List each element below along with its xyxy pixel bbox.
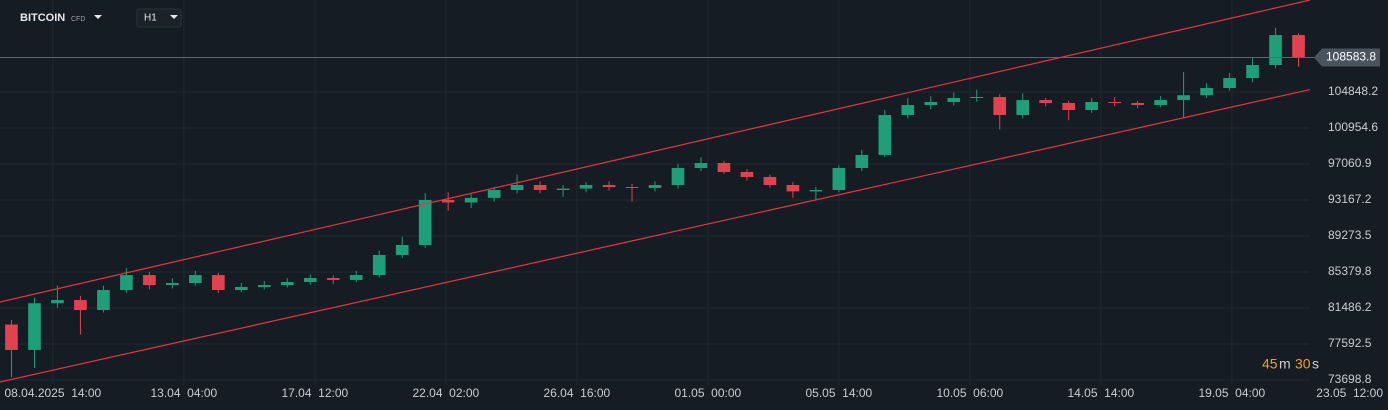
x-tick-label: 08.04.2025 14:00 [4, 386, 101, 400]
candle-body [763, 176, 777, 186]
candle-body [1200, 88, 1213, 96]
candle-body [901, 105, 915, 116]
candle-body [189, 275, 202, 284]
x-tick-label: 17.04 12:00 [281, 386, 348, 400]
candle-body [579, 185, 593, 189]
timeframe[interactable]: H1 [144, 13, 157, 24]
candle-body [625, 187, 639, 189]
candle-body [533, 185, 547, 190]
symbol-tag: CFD [71, 16, 85, 23]
countdown-seconds: 30 [1295, 356, 1311, 372]
candle-body [395, 245, 409, 255]
candle-body [1246, 64, 1259, 79]
x-tick-label: 14.05 14:00 [1067, 386, 1134, 400]
candle-body [441, 199, 455, 203]
x-tick-label: 19.05 04:00 [1198, 386, 1265, 400]
symbol[interactable]: BITCOIN [20, 12, 65, 24]
dropdown-arrow[interactable] [94, 15, 102, 19]
x-tick-label: 23.05 12:00 [1316, 386, 1383, 400]
y-tick-label: 81486.2 [1328, 300, 1372, 314]
countdown-minutes: 45 [1262, 356, 1278, 372]
candle-body [372, 254, 386, 276]
candle-body [1292, 35, 1305, 58]
last-price-label: 108583.8 [1326, 50, 1376, 64]
candle-body [487, 189, 501, 198]
candle-body [120, 275, 133, 291]
candle-body [855, 154, 869, 168]
x-tick-label: 01.05 00:00 [674, 386, 741, 400]
candle-body [5, 324, 18, 350]
candle-body [510, 185, 524, 190]
candle-body [1108, 101, 1121, 103]
candle-body [326, 278, 340, 280]
candle-body [671, 167, 685, 186]
countdown-unit: s [1312, 356, 1319, 372]
candle-body [1016, 100, 1030, 116]
y-tick-label: 77592.5 [1328, 336, 1372, 350]
symbol-selector[interactable]: BITCOIN CFD [20, 12, 102, 24]
x-tick-label: 26.04 16:00 [543, 386, 610, 400]
x-tick-label: 22.04 02:00 [412, 386, 479, 400]
candle-body [717, 162, 731, 172]
plot [0, 0, 1318, 383]
candle-body [786, 185, 800, 192]
candle-body [1223, 78, 1236, 89]
y-tick-label: 104848.2 [1328, 84, 1378, 98]
candle-body [993, 96, 1007, 116]
candle-body [1039, 100, 1053, 103]
y-tick-label: 93167.2 [1328, 192, 1372, 206]
candle-body [1269, 35, 1282, 65]
candle-body [1131, 102, 1144, 106]
candle-body [947, 98, 961, 102]
y-tick-label: 89273.5 [1328, 228, 1372, 242]
candle-body [556, 188, 570, 190]
x-tick-label: 13.04 04:00 [150, 386, 217, 400]
y-tick-label: 73698.8 [1328, 372, 1372, 386]
candle-body [212, 275, 225, 291]
candle-body [878, 115, 892, 155]
candle-body [74, 300, 87, 311]
candle-body [924, 101, 938, 106]
last-price-tag [1314, 48, 1380, 67]
x-tick-label: 10.05 06:00 [936, 386, 1003, 400]
candle-body [97, 290, 110, 311]
channel-line [0, 89, 1311, 383]
y-tick-label: 85379.8 [1328, 264, 1372, 278]
candle-body [1085, 101, 1098, 111]
timeframe-box[interactable] [136, 8, 182, 28]
candle-body [740, 171, 754, 177]
candle-body [1177, 95, 1190, 101]
candle-body [418, 199, 432, 246]
y-tick-label: 100954.6 [1328, 120, 1378, 134]
candle-body [648, 185, 662, 188]
candle-body [303, 278, 317, 282]
candle-body [51, 300, 64, 304]
countdown-unit: m [1279, 356, 1291, 372]
candle-body [234, 286, 248, 291]
x-tick-label: 05.05 14:00 [805, 386, 872, 400]
candle-body [280, 281, 294, 286]
candle-body [143, 275, 156, 286]
countdown: 45 m 30 s [1262, 356, 1319, 372]
candle-body [257, 285, 271, 287]
candle-body [349, 275, 363, 280]
candle-body [1062, 102, 1076, 111]
y-tick-label: 97060.9 [1328, 156, 1372, 170]
candle-body [694, 162, 708, 168]
candle-body [166, 283, 179, 286]
candle-body [970, 96, 984, 99]
candle-body [602, 185, 616, 188]
channel-line [0, 0, 1311, 303]
timeframe-selector[interactable]: H1 [136, 8, 182, 28]
candle-body [1154, 100, 1167, 106]
candle-body [28, 303, 41, 350]
candle-body [832, 167, 846, 190]
candle-body [809, 189, 823, 192]
candle-body [464, 197, 478, 203]
dropdown-arrow[interactable] [170, 15, 178, 19]
